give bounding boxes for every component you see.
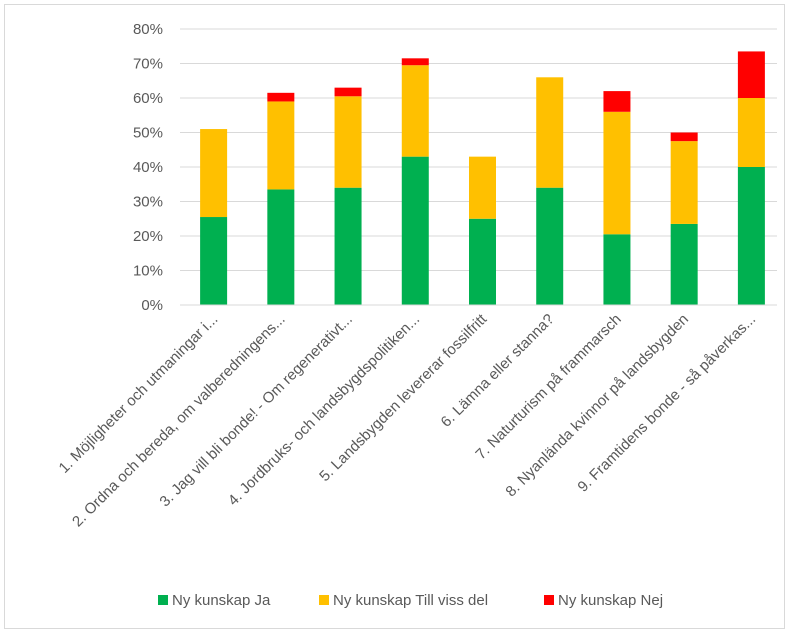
legend: Ny kunskap Ja Ny kunskap Till viss del Ny … <box>158 592 663 609</box>
y-tick-label: 50% <box>133 125 163 142</box>
bar-segment <box>334 87 362 97</box>
bar-segment <box>670 132 698 142</box>
bar-segment <box>603 234 631 305</box>
bar-segment <box>737 167 765 305</box>
bar-segment <box>670 223 698 305</box>
bar-segment <box>200 217 228 305</box>
y-tick-label: 30% <box>133 194 163 211</box>
bar-segment <box>267 92 295 102</box>
x-category-label: 6. Lämna eller stanna? <box>438 311 558 431</box>
legend-label: Ny kunskap Ja <box>172 592 271 609</box>
x-axis-category-labels: 1. Möjligheter och utmaningar i...2. Ord… <box>56 310 760 530</box>
y-tick-label: 20% <box>133 228 163 245</box>
bar-segment <box>401 65 429 157</box>
legend-label: Ny kunskap Till viss del <box>333 592 488 609</box>
bar-segment <box>536 187 564 305</box>
bar-segment <box>334 96 362 188</box>
legend-swatch <box>319 595 329 605</box>
bar-segment <box>469 218 496 305</box>
y-tick-label: 70% <box>133 56 163 73</box>
bar-segment <box>536 77 564 188</box>
bar-segment <box>401 156 429 305</box>
legend-swatch <box>158 595 168 605</box>
y-tick-label: 80% <box>133 21 163 38</box>
legend-label: Ny kunskap Nej <box>558 592 663 609</box>
bar-segment <box>267 101 295 190</box>
bar-segment <box>401 58 429 66</box>
bars <box>200 51 765 305</box>
bar-segment <box>267 189 295 305</box>
bar-segment <box>737 51 765 98</box>
bar-segment <box>200 129 228 218</box>
bar-segment <box>603 111 631 235</box>
y-tick-label: 10% <box>133 263 163 280</box>
chart-frame <box>4 4 785 629</box>
y-tick-label: 0% <box>141 297 163 314</box>
x-category-label: 7. Naturturism på frammarsch <box>472 311 624 463</box>
bar-segment <box>670 141 698 224</box>
y-tick-label: 40% <box>133 159 163 176</box>
y-tick-label: 60% <box>133 90 163 107</box>
y-axis-tick-labels: 0% 10% 20% 30% 40% 50% 60% 70% 80% <box>133 21 163 314</box>
bar-segment <box>737 98 765 167</box>
bar-segment <box>469 156 496 219</box>
bar-segment <box>603 91 631 112</box>
legend-swatch <box>544 595 554 605</box>
bar-segment <box>334 187 362 305</box>
